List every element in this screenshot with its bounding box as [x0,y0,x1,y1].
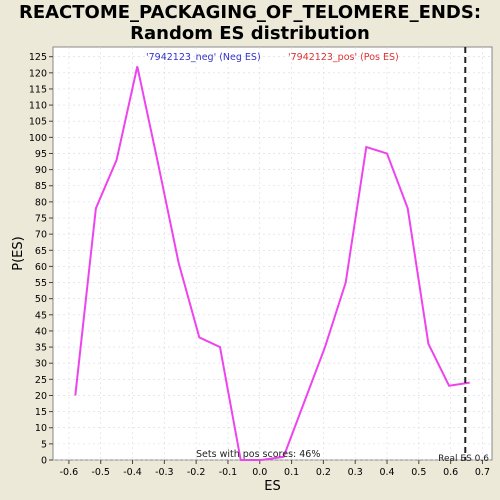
chart-title-line1: REACTOME_PACKAGING_OF_TELOMERE_ENDS: [18,2,482,23]
x-tick-label: 0.5 [411,467,426,478]
x-axis: -0.6 -0.5 -0.4 -0.3 -0.2 -0.1 0.0 0.1 0.2 0.3 0.4 0… [60,460,490,478]
y-tick-label: 0 [41,456,47,467]
x-tick-label: -0.3 [155,467,174,478]
y-tick-label: 120 [29,68,47,79]
y-tick-label: 35 [35,343,47,354]
y-tick-label: 20 [35,391,47,402]
y-tick-label: 115 [29,84,47,95]
y-tick-label: 85 [35,181,47,192]
x-tick-label: -0.5 [91,467,110,478]
y-tick-label: 105 [29,117,47,128]
x-axis-label: ES [264,479,280,494]
x-tick-label: 0.0 [252,467,267,478]
y-axis-label: P(ES) [11,236,26,270]
x-tick-label: 0.2 [316,467,331,478]
legend-neg-es: '7942123_neg' (Neg ES) [146,52,261,63]
chart-title-line2: Random ES distribution [130,23,370,44]
x-tick-label: -0.1 [219,467,238,478]
y-tick-label: 45 [35,310,47,321]
y-tick-label: 10 [35,423,47,434]
x-tick-label: -0.6 [60,467,79,478]
chart-title: REACTOME_PACKAGING_OF_TELOMERE_ENDS: Ran… [0,2,500,44]
y-tick-label: 15 [35,407,47,418]
y-tick-label: 60 [35,262,47,273]
y-tick-label: 110 [29,101,47,112]
y-tick-label: 95 [35,149,47,160]
plot-area [52,46,493,461]
y-tick-label: 75 [35,214,47,225]
y-tick-label: 90 [35,165,47,176]
legend-pos-es: '7942123_pos' (Pos ES) [288,52,399,63]
y-tick-label: 55 [35,278,47,289]
y-axis: 0 5 10 15 20 25 30 35 40 45 50 55 60 65 70 75 80 85 90 95 10… [29,52,53,467]
y-tick-label: 5 [41,439,47,450]
y-tick-label: 50 [35,294,47,305]
y-tick-label: 40 [35,326,47,337]
pos-scores-annotation: Sets with pos scores: 46% [196,449,320,460]
x-tick-label: -0.2 [187,467,206,478]
x-tick-label: 0.3 [348,467,363,478]
y-tick-label: 25 [35,375,47,386]
y-tick-label: 65 [35,246,47,257]
y-tick-label: 80 [35,197,47,208]
x-tick-label: 0.4 [379,467,394,478]
es-distribution-line [74,66,470,461]
grid-lines [53,47,492,461]
x-tick-label: 0.1 [284,467,299,478]
y-tick-label: 70 [35,230,47,241]
real-es-label: Real ES 0.6 [438,454,489,464]
y-tick-label: 100 [29,133,47,144]
x-tick-label: 0.7 [475,467,490,478]
x-tick-label: -0.4 [123,467,142,478]
x-tick-label: 0.6 [443,467,458,478]
y-tick-label: 125 [29,52,47,63]
y-tick-label: 30 [35,359,47,370]
